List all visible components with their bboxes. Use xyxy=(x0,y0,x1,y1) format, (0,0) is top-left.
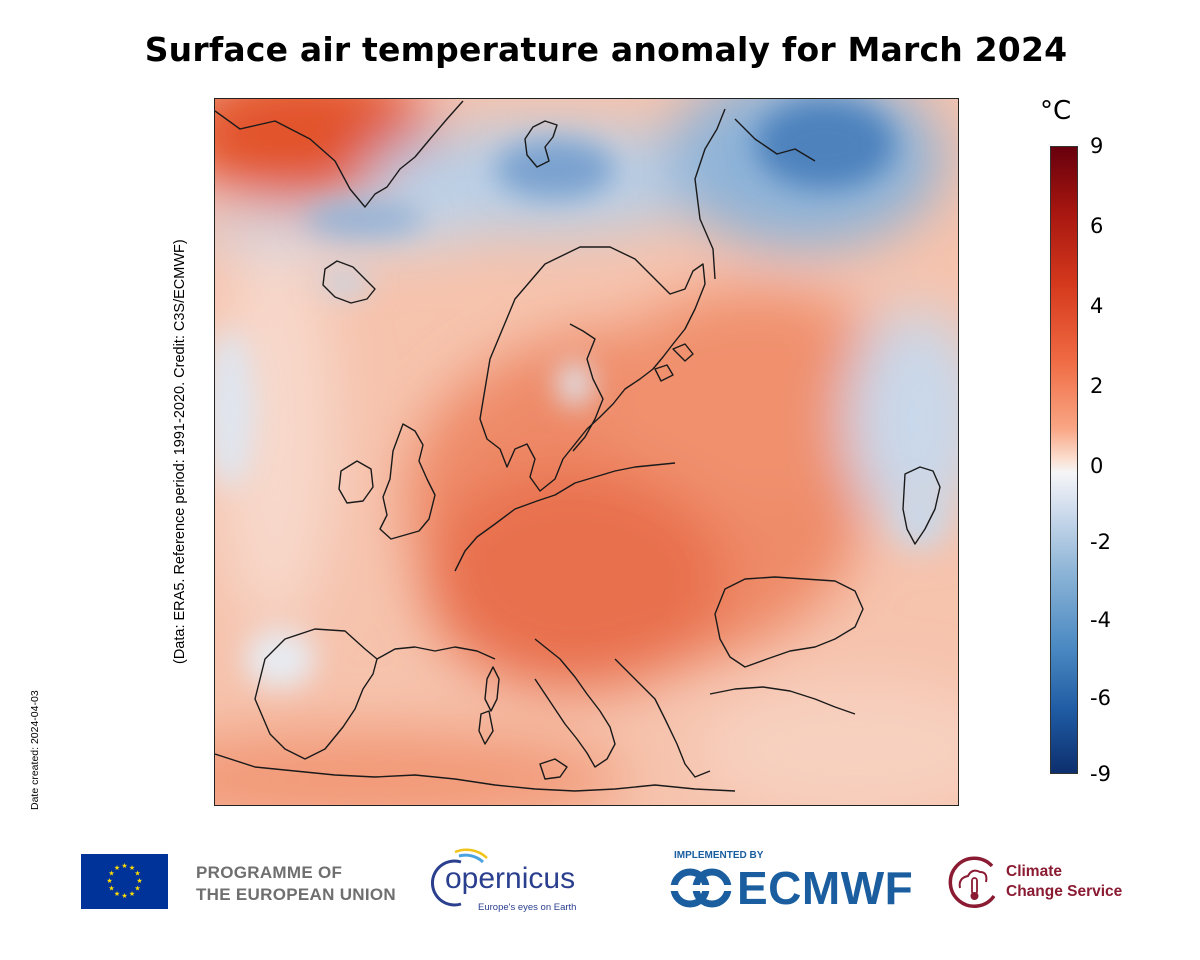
colorbar-unit-label: °C xyxy=(1040,96,1072,126)
svg-text:★: ★ xyxy=(114,864,120,872)
anomaly-field-detail xyxy=(215,99,942,689)
italy-coast xyxy=(534,638,616,768)
ecmwf-logo-icon xyxy=(670,868,732,908)
novaya-zemlya-coast xyxy=(734,118,816,162)
svg-text:★: ★ xyxy=(134,870,140,878)
ecmwf-wordmark: ECMWF xyxy=(737,862,914,914)
data-credit-label: (Data: ERA5. Reference period: 1991-2020… xyxy=(172,239,188,665)
copernicus-logo-icon xyxy=(430,848,488,907)
gulf-of-bothnia-coast xyxy=(569,323,604,452)
baltic-islands xyxy=(654,343,694,382)
caspian-coast xyxy=(902,466,941,545)
svg-text:★: ★ xyxy=(129,890,135,898)
colorbar-tick-0: 0 xyxy=(1090,454,1104,478)
eu-flag-logo: ★ ★ ★ ★ ★ ★ ★ ★ ★ ★ ★ ★ xyxy=(81,854,168,909)
c3s-label: Climate Change Service xyxy=(1006,862,1122,902)
sicily-coast xyxy=(539,758,568,780)
svg-text:★: ★ xyxy=(114,890,120,898)
implemented-by-label: IMPLEMENTED BY xyxy=(674,850,764,861)
white-sea-coast xyxy=(694,108,726,280)
svg-text:★: ★ xyxy=(134,885,140,893)
great-britain-coast xyxy=(379,423,436,540)
svg-text:★: ★ xyxy=(136,877,142,885)
ireland-coast xyxy=(338,460,374,504)
copernicus-tagline: Europe's eyes on Earth xyxy=(478,902,577,913)
eu-programme-line1: PROGRAMME OF xyxy=(196,863,343,882)
coastlines xyxy=(215,100,941,792)
colorbar-tick-minus-4: -4 xyxy=(1090,608,1111,632)
north-africa-coast xyxy=(215,753,736,792)
c3s-line2: Change Service xyxy=(1006,883,1123,900)
black-sea-coast xyxy=(714,576,864,668)
iberia-coast xyxy=(254,628,378,760)
copernicus-wordmark: opernicus xyxy=(445,862,576,895)
date-created-label: Date created: 2024-04-03 xyxy=(29,690,41,810)
anomaly-field xyxy=(215,99,958,805)
iceland-coast xyxy=(322,260,376,304)
colorbar-tick-minus-6: -6 xyxy=(1090,686,1111,710)
corsica-sardinia-coast xyxy=(478,666,500,745)
eu-programme-line2: THE EUROPEAN UNION xyxy=(196,885,396,904)
eu-programme-label: PROGRAMME OF THE EUROPEAN UNION xyxy=(196,862,396,906)
svg-text:★: ★ xyxy=(129,864,135,872)
colorbar-tick-9: 9 xyxy=(1090,134,1104,158)
colorbar-tick-2: 2 xyxy=(1090,374,1104,398)
svg-text:★: ★ xyxy=(108,870,114,878)
anomaly-map xyxy=(214,98,959,806)
svg-text:★: ★ xyxy=(121,862,127,870)
france-south-coast xyxy=(376,646,496,660)
c3s-line1: Climate xyxy=(1006,863,1062,880)
colorbar-tick-minus-2: -2 xyxy=(1090,530,1111,554)
svg-text:★: ★ xyxy=(106,877,112,885)
scandinavia-coast xyxy=(479,246,706,492)
svg-text:★: ★ xyxy=(108,885,114,893)
c3s-thermometer-icon xyxy=(948,856,996,908)
svg-text:★: ★ xyxy=(121,892,127,900)
greenland-coast xyxy=(215,100,464,208)
colorbar xyxy=(1050,146,1078,774)
north-europe-coast xyxy=(454,462,676,572)
svalbard-coast xyxy=(524,120,558,168)
colorbar-tick-6: 6 xyxy=(1090,214,1104,238)
colorbar-tick-minus-9: -9 xyxy=(1090,762,1111,786)
turkey-coast xyxy=(709,686,856,715)
anomaly-map-svg xyxy=(215,99,958,805)
map-title: Surface air temperature anomaly for Marc… xyxy=(144,30,1068,69)
colorbar-tick-4: 4 xyxy=(1090,294,1104,318)
balkan-coast xyxy=(614,658,711,778)
eu-stars-icon: ★ ★★ ★★★ ★★★ ★★★ xyxy=(106,862,142,900)
